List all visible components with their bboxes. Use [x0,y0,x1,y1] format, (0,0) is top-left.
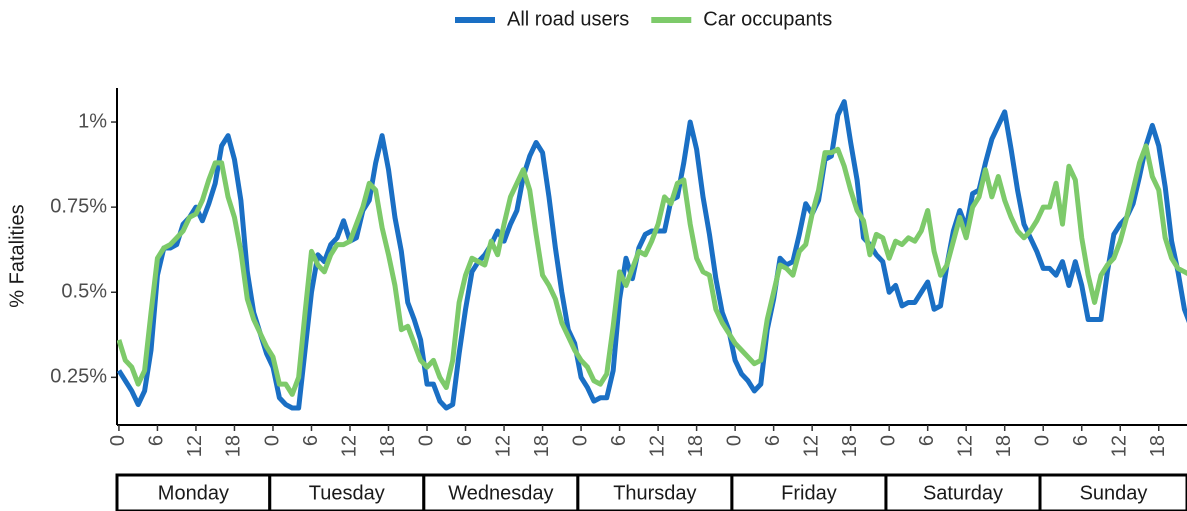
x-tick-label: 6 [762,435,784,446]
legend: All road users Car occupants [455,8,832,30]
y-tick-label: 0.75% [50,195,107,217]
strip-label: Monday [158,482,229,504]
x-tick-label: 18 [993,435,1015,457]
x-tick-label: 0 [569,435,591,446]
strip-label: Friday [781,482,837,504]
x-tick-label: 12 [800,435,822,457]
x-tick-label: 18 [839,435,861,457]
series-line [117,143,1187,397]
legend-label: All road users [507,8,629,30]
x-tick-label: 18 [531,435,553,457]
y-tick-label: 0.5% [61,281,107,303]
x-tick-label: 12 [954,435,976,457]
x-tick-label: 12 [1109,435,1131,457]
plot-lines [117,99,1187,411]
x-tick-label: 18 [377,435,399,457]
x-tick-label: 18 [685,435,707,457]
strip-box [730,473,888,511]
y-tick-label: 0.25% [50,366,107,388]
x-tick-label: 0 [261,435,283,446]
y-axis-label: % Fatalities [6,204,28,307]
x-tick-label: 6 [454,435,476,446]
x-tick-label: 6 [608,435,630,446]
series-line [117,99,1187,411]
x-tick-label: 0 [877,435,899,446]
legend-label: Car occupants [703,8,832,30]
strip-box [576,473,734,511]
strip-label: Thursday [613,482,696,504]
x-tick-label: 12 [492,435,514,457]
x-tick-label: 0 [1032,435,1054,446]
x-tick-label: 6 [300,435,322,446]
strip-label: Sunday [1080,482,1148,504]
x-tick-label: 18 [223,435,245,457]
x-tick-label: 18 [1147,435,1169,457]
x-tick-label: 12 [184,435,206,457]
strip-label: Wednesday [448,482,553,504]
x-tick-label: 12 [646,435,668,457]
x-tick-label: 0 [415,435,437,446]
x-tick-label: 12 [338,435,360,457]
y-tick-label: 1% [78,110,107,132]
x-tick-label: 6 [1070,435,1092,446]
x-tick-label: 0 [107,435,129,446]
strip-label: Saturday [923,482,1003,504]
x-tick-label: 6 [916,435,938,446]
x-tick-label: 0 [723,435,745,446]
strip-label: Tuesday [309,482,385,504]
x-tick-label: 6 [146,435,168,446]
strip-box [1038,473,1187,511]
